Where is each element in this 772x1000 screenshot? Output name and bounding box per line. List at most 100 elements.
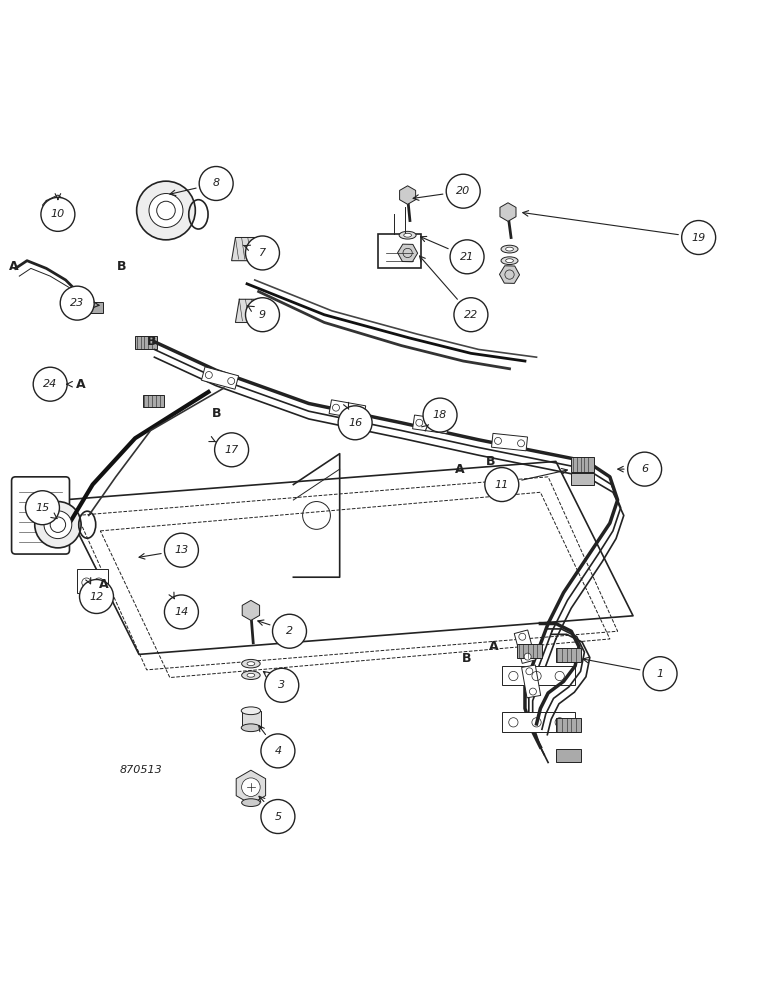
Circle shape — [273, 614, 306, 648]
Circle shape — [438, 422, 445, 429]
Bar — [517, 644, 542, 658]
Text: 19: 19 — [692, 233, 706, 243]
Circle shape — [485, 468, 519, 502]
Text: 4: 4 — [274, 746, 282, 756]
Bar — [556, 648, 581, 662]
Ellipse shape — [399, 231, 416, 239]
Ellipse shape — [506, 259, 513, 263]
Text: 14: 14 — [174, 607, 188, 617]
Ellipse shape — [242, 799, 260, 806]
Circle shape — [25, 491, 59, 525]
Text: 1: 1 — [656, 669, 664, 679]
Text: B: B — [462, 652, 472, 665]
Ellipse shape — [506, 247, 513, 251]
Text: 23: 23 — [70, 298, 84, 308]
Circle shape — [450, 240, 484, 274]
Circle shape — [416, 419, 423, 426]
Text: 16: 16 — [348, 418, 362, 428]
Text: A: A — [9, 260, 19, 273]
Bar — [378, 234, 421, 268]
FancyBboxPatch shape — [12, 477, 69, 554]
Bar — [412, 415, 449, 434]
Circle shape — [517, 440, 524, 447]
Circle shape — [261, 734, 295, 768]
Circle shape — [164, 595, 198, 629]
Circle shape — [228, 378, 235, 384]
Circle shape — [530, 688, 537, 695]
Circle shape — [205, 372, 212, 379]
Circle shape — [355, 408, 362, 415]
Circle shape — [338, 406, 372, 440]
Bar — [242, 711, 261, 728]
Text: B: B — [212, 407, 221, 420]
Circle shape — [33, 367, 67, 401]
Circle shape — [454, 298, 488, 332]
Text: 8: 8 — [212, 178, 220, 188]
Circle shape — [164, 533, 198, 567]
Bar — [135, 336, 157, 349]
Text: 9: 9 — [259, 310, 266, 320]
Text: A: A — [76, 378, 85, 391]
Text: 11: 11 — [495, 480, 509, 490]
Circle shape — [149, 194, 183, 227]
Bar — [556, 718, 581, 732]
Polygon shape — [42, 195, 66, 211]
Circle shape — [137, 181, 195, 240]
Circle shape — [524, 653, 531, 660]
Bar — [83, 302, 103, 313]
Bar — [514, 630, 536, 663]
Circle shape — [495, 437, 502, 444]
Ellipse shape — [501, 245, 518, 253]
Text: B: B — [147, 335, 156, 348]
Polygon shape — [232, 238, 259, 261]
Bar — [502, 712, 575, 732]
Ellipse shape — [241, 707, 260, 715]
Bar — [571, 473, 594, 485]
Circle shape — [682, 221, 716, 255]
Bar — [143, 395, 164, 407]
Ellipse shape — [242, 671, 260, 679]
Text: A: A — [489, 640, 499, 653]
Circle shape — [526, 668, 533, 675]
Circle shape — [245, 236, 279, 270]
Ellipse shape — [247, 673, 255, 677]
Text: 24: 24 — [43, 379, 57, 389]
Circle shape — [628, 452, 662, 486]
Circle shape — [35, 502, 81, 548]
Ellipse shape — [242, 659, 260, 668]
Polygon shape — [235, 299, 262, 322]
Circle shape — [333, 404, 340, 411]
Bar — [201, 367, 239, 389]
Circle shape — [265, 668, 299, 702]
Text: A: A — [100, 578, 109, 591]
Text: 12: 12 — [90, 591, 103, 601]
Bar — [77, 569, 108, 593]
Circle shape — [215, 433, 249, 467]
Text: 870513: 870513 — [120, 765, 162, 775]
Polygon shape — [168, 600, 193, 616]
Text: 21: 21 — [460, 252, 474, 262]
Circle shape — [41, 197, 75, 231]
Text: 20: 20 — [456, 186, 470, 196]
Text: B: B — [117, 260, 127, 273]
Text: 18: 18 — [433, 410, 447, 420]
Bar — [329, 400, 366, 420]
Text: 17: 17 — [225, 445, 239, 455]
Bar — [502, 666, 575, 685]
Circle shape — [261, 800, 295, 834]
Text: 5: 5 — [274, 812, 282, 822]
Text: A: A — [455, 463, 464, 476]
Circle shape — [519, 633, 526, 640]
Text: 22: 22 — [464, 310, 478, 320]
Circle shape — [44, 511, 72, 539]
Ellipse shape — [247, 662, 255, 666]
Circle shape — [446, 174, 480, 208]
Text: 2: 2 — [286, 626, 293, 636]
Circle shape — [245, 298, 279, 332]
Text: 3: 3 — [278, 680, 286, 690]
Circle shape — [242, 778, 260, 796]
Bar — [556, 749, 581, 762]
Bar — [522, 665, 540, 698]
Ellipse shape — [404, 233, 411, 237]
Circle shape — [423, 398, 457, 432]
